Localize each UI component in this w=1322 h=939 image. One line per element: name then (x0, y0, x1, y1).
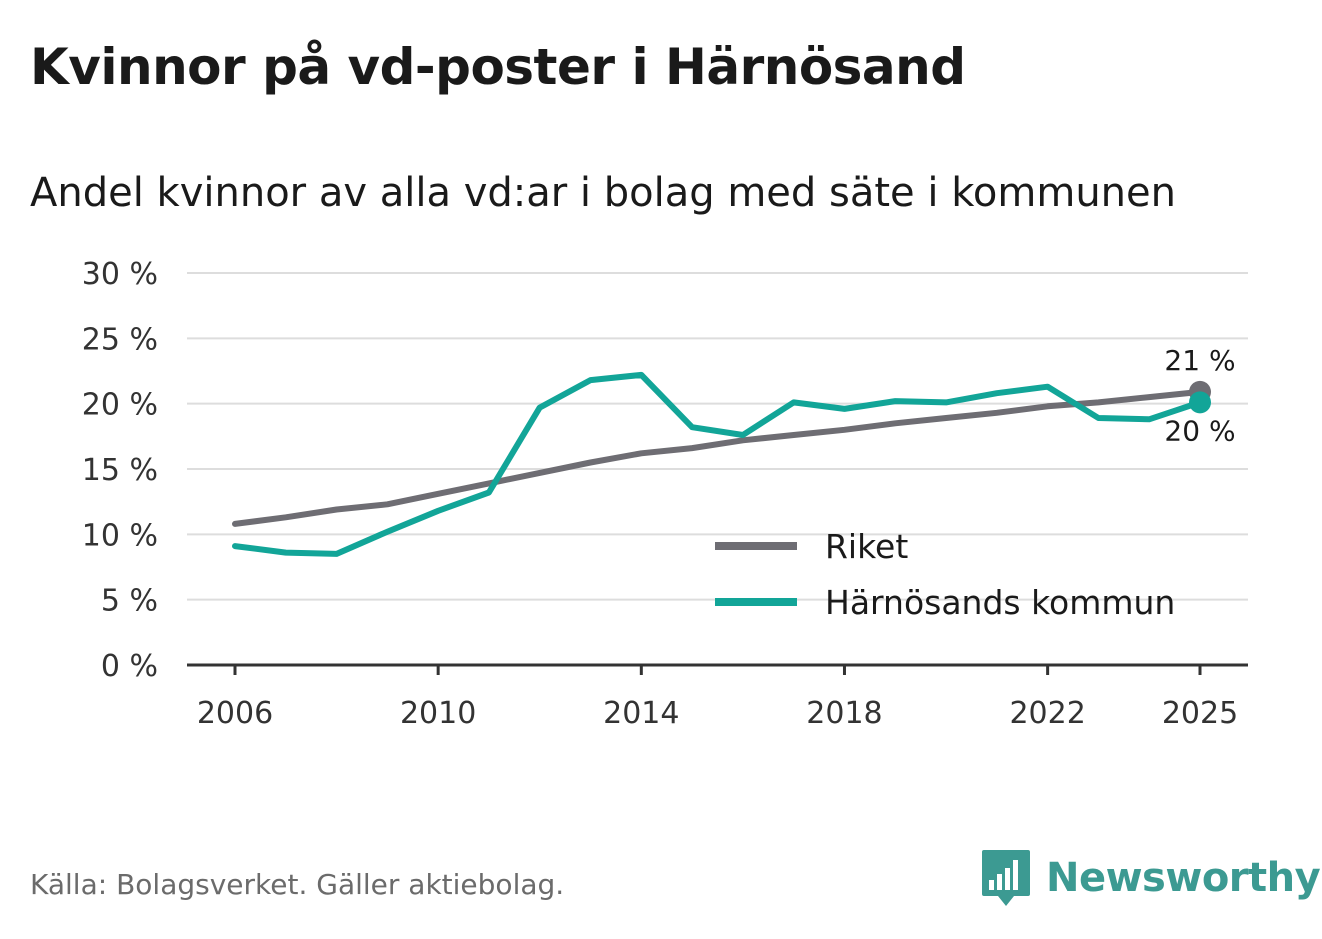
x-tick-label: 2022 (1009, 696, 1085, 731)
chart-subtitle: Andel kvinnor av alla vd:ar i bolag med … (30, 170, 1176, 216)
x-tick-label: 2014 (603, 696, 679, 731)
x-tick-label: 2018 (806, 696, 882, 731)
y-tick-label: 30 % (82, 257, 158, 292)
y-tick-label: 5 % (101, 584, 158, 619)
brand-logo: Newsworthy (980, 848, 1321, 908)
x-tick-label: 2025 (1162, 696, 1238, 731)
end-label-harnosand: 20 % (1164, 414, 1235, 447)
chart-title: Kvinnor på vd-poster i Härnösand (30, 38, 966, 96)
legend-label-harnosand: Härnösands kommun (825, 583, 1175, 622)
y-tick-label: 15 % (82, 453, 158, 488)
legend-label-riket: Riket (825, 527, 908, 566)
end-point-harnosand (1189, 391, 1211, 414)
brand-name: Newsworthy (1046, 855, 1321, 901)
newsworthy-logo-icon (982, 850, 1030, 906)
y-tick-label: 20 % (82, 388, 158, 423)
y-tick-label: 25 % (82, 322, 158, 357)
series-line-riket (232, 388, 1203, 527)
y-tick-label: 0 % (101, 649, 158, 684)
x-tick-label: 2010 (400, 696, 476, 731)
y-tick-label: 10 % (82, 518, 158, 553)
x-tick-label: 2006 (197, 696, 273, 731)
end-label-riket: 21 % (1164, 344, 1235, 377)
source-note: Källa: Bolagsverket. Gäller aktiebolag. (30, 868, 565, 901)
series-line-harnosand (232, 371, 1203, 557)
